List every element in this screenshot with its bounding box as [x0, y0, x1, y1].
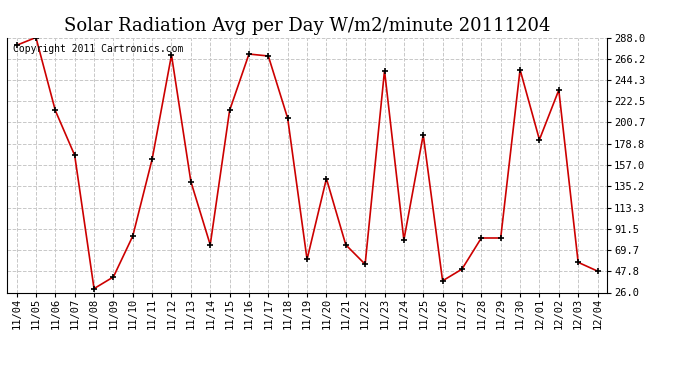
Title: Solar Radiation Avg per Day W/m2/minute 20111204: Solar Radiation Avg per Day W/m2/minute …	[64, 16, 550, 34]
Text: Copyright 2011 Cartronics.com: Copyright 2011 Cartronics.com	[13, 44, 184, 54]
